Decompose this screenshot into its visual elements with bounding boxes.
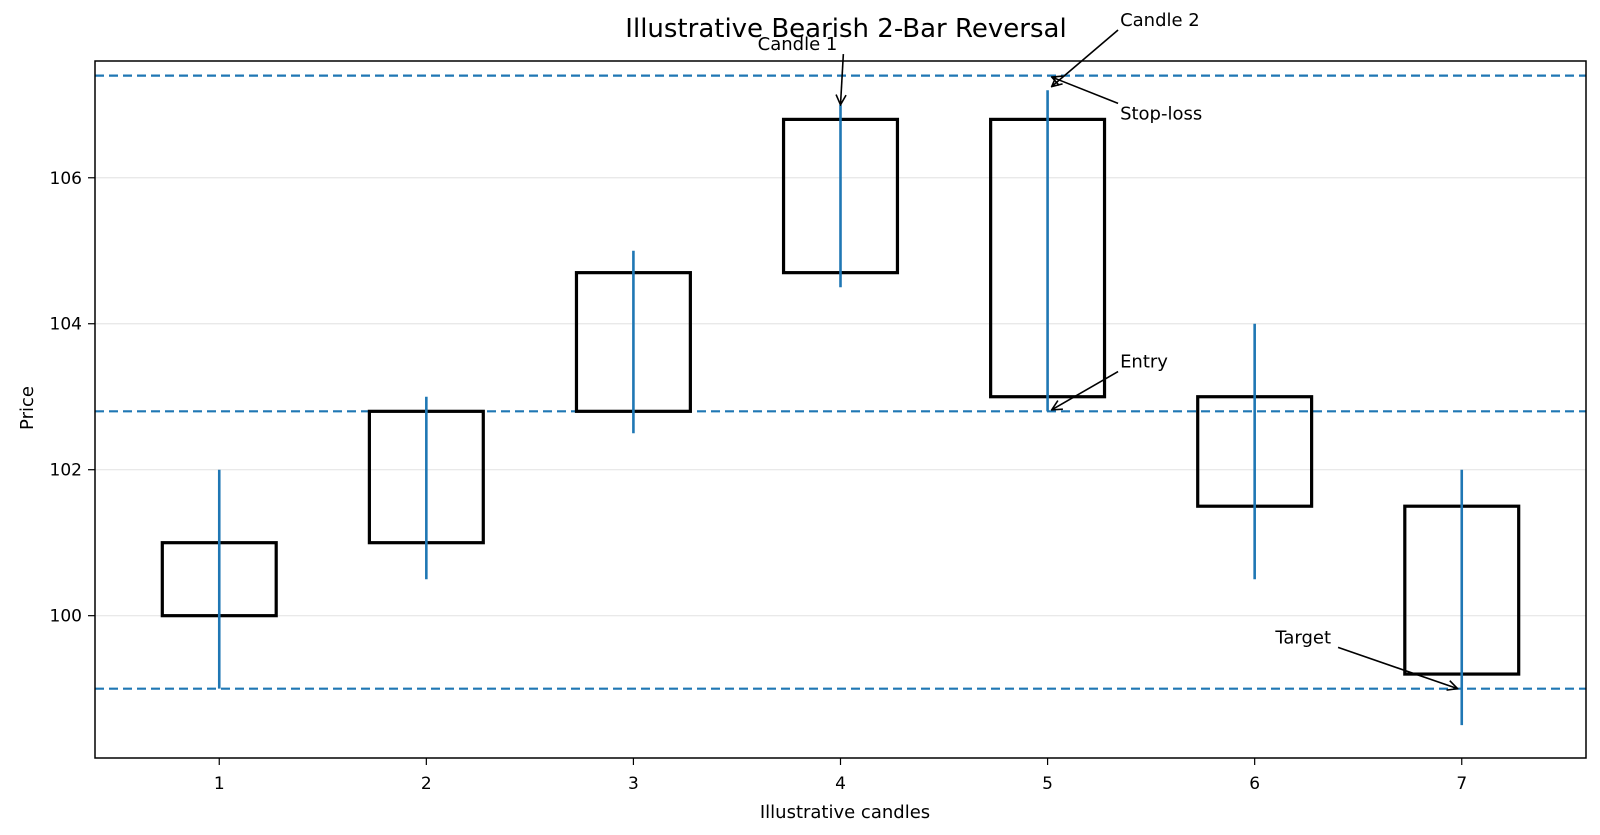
candle-3 (574, 250, 692, 434)
annotation-arrow (1337, 646, 1458, 688)
x-tick-label: 1 (214, 774, 225, 794)
x-axis-label: Illustrative candles (760, 802, 930, 823)
annotation-text: Candle 1 (758, 34, 838, 55)
candle-5 (989, 90, 1107, 412)
y-tick-label: 104 (50, 315, 82, 335)
x-tick-label: 7 (1456, 774, 1467, 794)
x-axis-ticks: 1 2 3 4 5 6 7 (214, 758, 1467, 794)
annotation-candle-1: Candle 1 (758, 34, 844, 105)
candle-7 (1403, 469, 1521, 726)
annotation-text: Stop-loss (1120, 103, 1202, 124)
annotation-text: Entry (1120, 352, 1168, 373)
annotation-arrow (1052, 370, 1119, 410)
x-tick-label: 2 (421, 774, 432, 794)
y-tick-label: 102 (50, 461, 82, 481)
x-tick-label: 6 (1249, 774, 1260, 794)
candle-2 (367, 396, 485, 580)
annotation-stop-loss: Stop-loss (1052, 77, 1202, 124)
y-axis-ticks: 100 102 104 106 (50, 169, 95, 627)
chart-title: Illustrative Bearish 2-Bar Reversal (625, 14, 1066, 44)
candle-1 (160, 469, 278, 689)
annotation-entry: Entry (1052, 352, 1168, 410)
x-tick-label: 3 (628, 774, 639, 794)
annotation-text: Target (1274, 627, 1331, 648)
candle-6 (1196, 323, 1314, 580)
annotation-target: Target (1274, 627, 1457, 688)
y-axis-label: Price (17, 386, 38, 430)
annotations: Candle 1 Candle 2 Stop-loss Entry Target (758, 10, 1458, 689)
candles (160, 90, 1521, 726)
y-tick-label: 100 (50, 607, 82, 627)
y-tick-label: 106 (50, 169, 82, 189)
annotation-text: Candle 2 (1120, 10, 1200, 31)
annotation-arrow (1052, 77, 1119, 105)
x-tick-label: 5 (1042, 774, 1053, 794)
x-tick-label: 4 (835, 774, 846, 794)
annotation-arrow (841, 54, 844, 105)
price-levels (95, 74, 1586, 690)
candle-4 (781, 104, 900, 288)
